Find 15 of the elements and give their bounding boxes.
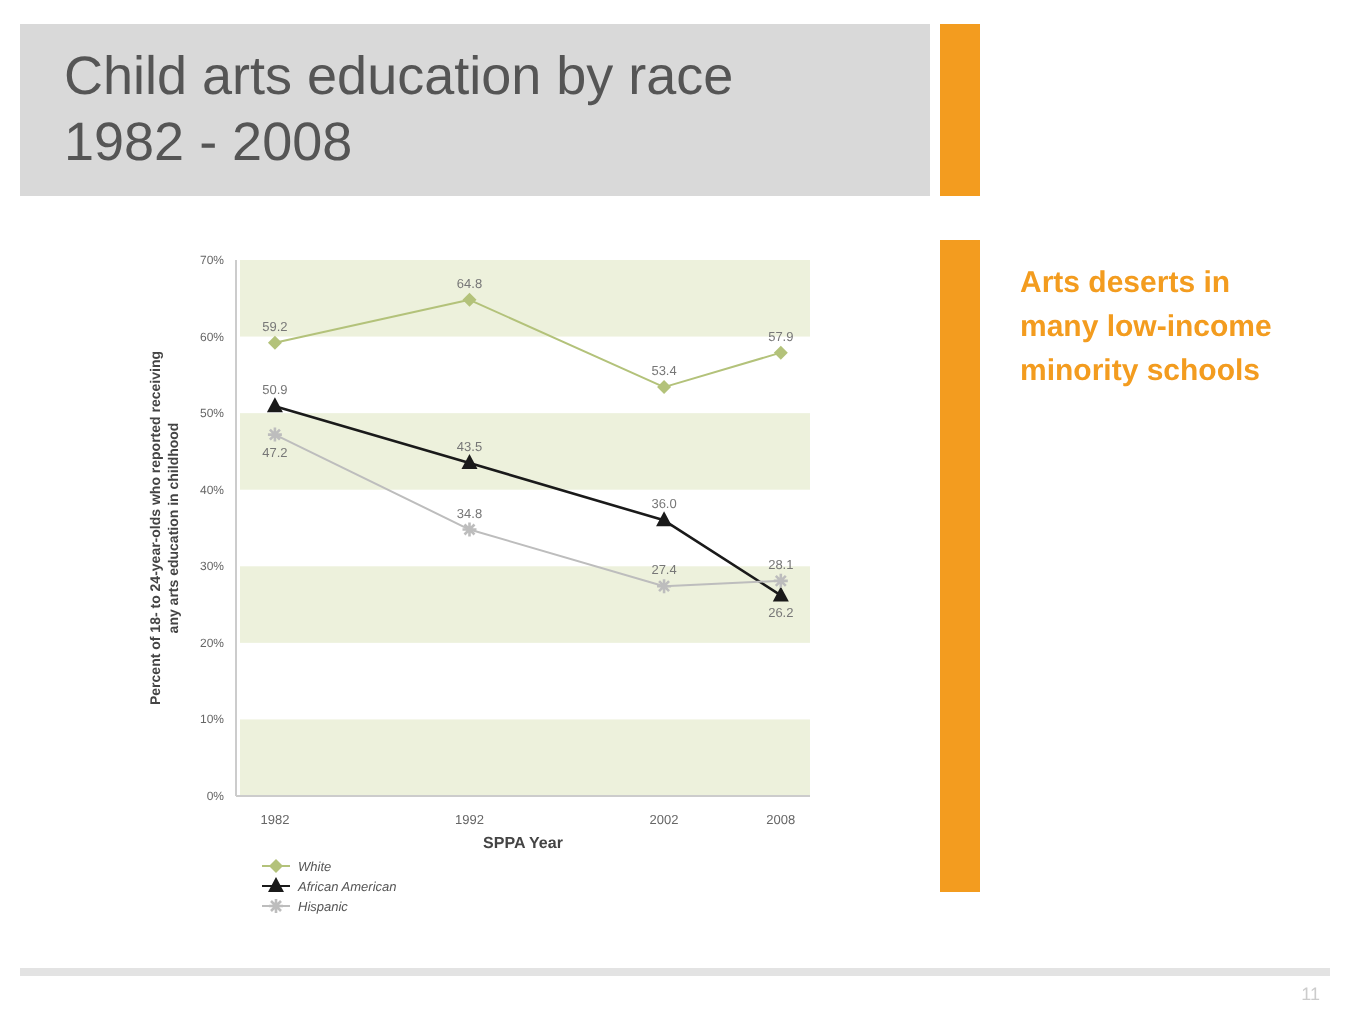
point	[656, 511, 673, 527]
point	[655, 577, 673, 595]
point	[772, 572, 790, 590]
point	[773, 345, 788, 360]
point	[462, 292, 477, 307]
point	[266, 397, 283, 413]
point	[461, 453, 478, 469]
x-axis-title: SPPA Year	[483, 834, 563, 852]
point	[772, 586, 789, 602]
point	[267, 335, 282, 350]
point	[266, 426, 284, 443]
point	[657, 380, 672, 395]
chart-title: Child arts education by race 1982 - 2008	[64, 46, 734, 172]
point	[461, 521, 478, 538]
text: Arts deserts in many low-income minority schools	[1020, 266, 1272, 388]
